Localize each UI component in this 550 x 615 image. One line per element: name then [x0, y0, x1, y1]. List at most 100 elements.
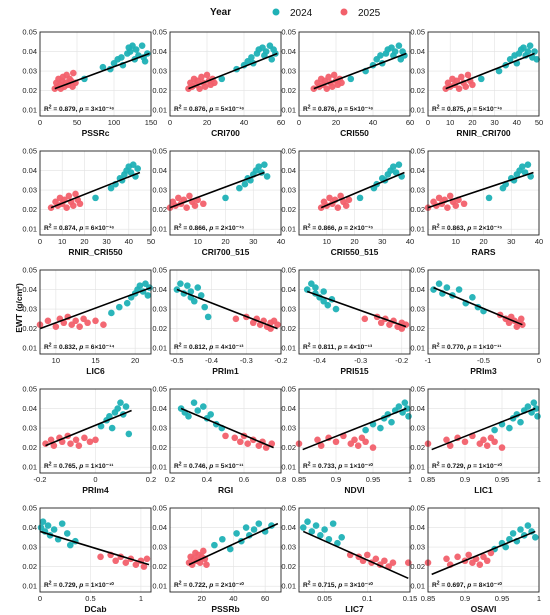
x-tick-label: 0.1: [362, 594, 372, 603]
x-tick-label: 0.6: [239, 475, 249, 484]
y-tick-label: 0.03: [152, 305, 167, 314]
y-tick-label: 0.04: [410, 404, 425, 413]
x-tick-label: -0.3: [240, 356, 253, 365]
point-2024: [329, 520, 337, 527]
point-2025: [44, 317, 52, 325]
point-2024: [391, 48, 399, 55]
scatter-panel-cri550_515: 0.01 0.02 0.03 0.04 0.05 10 20 30 40 R2 = 0.866, …: [281, 147, 414, 257]
plot-area: [170, 389, 281, 473]
point-2025: [97, 553, 104, 561]
point-2025: [72, 190, 79, 198]
stats-annotation: R2 = 0.715, p = 3×10⁻¹⁰: [303, 581, 373, 590]
point-2025: [369, 444, 377, 451]
point-2024: [58, 520, 66, 527]
point-2024: [184, 282, 191, 289]
stats-annotation: R2 = 0.729, p = 1×10⁻¹⁰: [432, 462, 502, 471]
y-tick-label: 0.02: [22, 205, 37, 214]
point-2025: [443, 436, 450, 444]
y-tick-label: 0.03: [22, 305, 37, 314]
point-2024: [106, 413, 113, 420]
x-tick-label: 1: [537, 475, 541, 484]
point-2025: [203, 71, 211, 79]
y-tick-label: 0.01: [22, 463, 37, 472]
y-tick-label: 0.01: [281, 463, 296, 472]
point-2024: [334, 539, 341, 547]
scatter-panel-lic6: 0.01 0.02 0.03 0.04 0.05 10 15 20 R2 = 0.832, p …: [22, 266, 153, 376]
point-2024: [92, 194, 99, 202]
point-2025: [519, 321, 526, 328]
y-tick-label: 0.04: [152, 404, 167, 413]
point-2025: [86, 438, 94, 446]
x-tick-label: 0.2: [165, 475, 175, 484]
point-2025: [67, 440, 74, 447]
point-2024: [332, 305, 340, 313]
point-2024: [204, 313, 212, 321]
stats-annotation: R2 = 0.811, p = 4×10⁻¹³: [303, 343, 373, 352]
point-2024: [115, 303, 123, 311]
point-2025: [398, 325, 406, 332]
y-tick-label: 0.03: [410, 305, 425, 314]
regression-line: [320, 171, 405, 209]
point-2024: [485, 194, 493, 202]
point-2025: [480, 436, 487, 444]
point-2024: [201, 303, 208, 311]
point-2024: [338, 534, 345, 541]
point-2025: [72, 436, 80, 444]
scatter-panel-lic1: 0.01 0.02 0.03 0.04 0.05 0.85 0.9 0.95 1 R2 = 0.7…: [410, 385, 541, 495]
point-2024: [495, 67, 503, 75]
y-tick-label: 0.05: [22, 28, 37, 37]
point-2024: [190, 297, 198, 305]
regression-line: [180, 407, 274, 449]
point-2024: [401, 399, 409, 406]
y-tick-label: 0.03: [410, 186, 425, 195]
x-tick-label: 0: [38, 237, 42, 246]
point-2025: [325, 73, 332, 81]
point-2024: [268, 56, 276, 63]
point-2025: [132, 561, 140, 568]
scatter-panel-osavi: 0.01 0.02 0.03 0.04 0.05 0.85 0.9 0.95 1 R2 = 0.6…: [410, 504, 541, 614]
x-tick-label: 0.2: [146, 475, 156, 484]
point-2025: [50, 442, 58, 449]
point-2024: [320, 288, 327, 295]
x-axis-label: CRI550: [340, 128, 369, 138]
y-tick-label: 0.01: [152, 225, 167, 234]
point-2025: [444, 204, 451, 211]
y-tick-label: 0.02: [410, 86, 425, 95]
point-2024: [222, 194, 229, 202]
x-tick-label: 20: [332, 118, 340, 127]
scatter-panel-cri700: 0.01 0.02 0.03 0.04 0.05 0 20 40 60 R2 = 0.876, p…: [152, 28, 285, 138]
x-axis-label: LIC7: [345, 604, 364, 614]
point-2025: [75, 442, 83, 449]
point-2025: [122, 559, 130, 566]
scatter-panel-prim3: 0.01 0.02 0.03 0.04 0.05 -1 -0.5 0 R2 = 0.770, p…: [410, 266, 541, 376]
point-2025: [175, 194, 182, 202]
y-tick-label: 0.04: [281, 523, 296, 532]
plot-frame: [169, 150, 282, 236]
y-tick-label: 0.02: [410, 205, 425, 214]
x-tick-label: 0.95: [495, 594, 510, 603]
x-tick-label: 0.85: [421, 475, 436, 484]
point-2024: [405, 413, 412, 420]
point-2025: [329, 83, 336, 90]
stats-annotation: R2 = 0.812, p = 4×10⁻¹³: [174, 343, 244, 352]
regression-line: [169, 171, 265, 209]
x-axis-label: RARS: [471, 247, 495, 257]
y-tick-label: 0.03: [410, 543, 425, 552]
y-tick-label: 0.05: [281, 385, 296, 394]
y-tick-label: 0.01: [152, 106, 167, 115]
y-tick-label: 0.02: [22, 443, 37, 452]
x-tick-label: 20: [350, 237, 358, 246]
x-tick-label: -0.4: [313, 356, 326, 365]
plot-area: [299, 508, 410, 592]
point-2025: [461, 438, 469, 446]
point-2024: [185, 413, 192, 420]
y-tick-label: 0.05: [281, 266, 296, 275]
plot-frame: [39, 388, 152, 474]
x-tick-label: 0: [426, 118, 430, 127]
x-tick-label: 0.85: [292, 475, 307, 484]
point-2024: [236, 184, 243, 192]
point-2025: [323, 85, 331, 92]
point-2025: [345, 196, 353, 204]
regression-line: [431, 407, 536, 451]
